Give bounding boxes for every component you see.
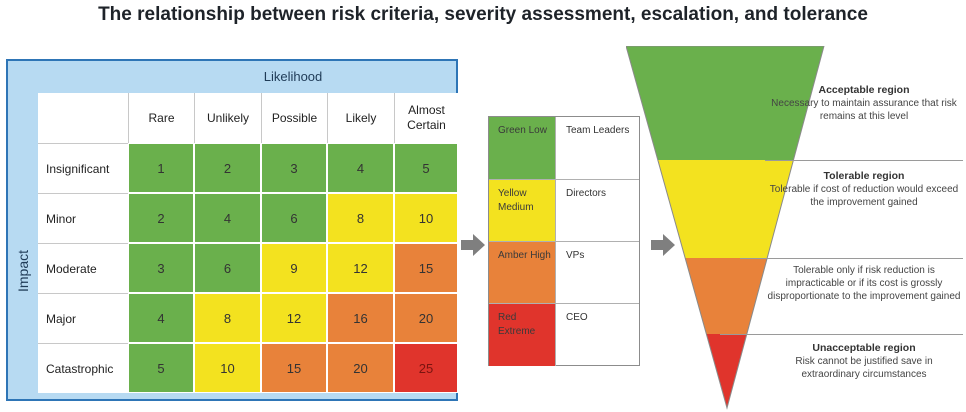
region-unacceptable: Unacceptable region Risk cannot be justi… xyxy=(766,342,962,381)
funnel-band-acceptable xyxy=(626,46,824,160)
region-title: Unacceptable region xyxy=(812,342,916,354)
likelihood-column-header: Rare xyxy=(128,93,194,143)
impact-row-header: Moderate xyxy=(38,243,128,293)
region-tolerable: Tolerable region Tolerable if cost of re… xyxy=(766,170,962,209)
page-title: The relationship between risk criteria, … xyxy=(98,4,868,25)
escalation-role: VPs xyxy=(555,242,639,304)
escalation-role: Team Leaders xyxy=(555,117,639,179)
escalation-row: Amber High VPs xyxy=(489,241,639,304)
risk-score-cell: 4 xyxy=(327,143,394,193)
risk-score-cell: 15 xyxy=(261,343,327,393)
region-title: Acceptable region xyxy=(818,84,910,96)
risk-score-cell: 6 xyxy=(261,193,327,243)
impact-row-header: Major xyxy=(38,293,128,343)
escalation-level: Yellow Medium xyxy=(489,180,555,242)
risk-matrix: Likelihood Impact Rare Unlikely Possible Li… xyxy=(6,59,458,401)
risk-score-cell: 10 xyxy=(194,343,261,393)
escalation-role: CEO xyxy=(555,304,639,366)
likelihood-label: Likelihood xyxy=(263,69,323,84)
region-divider xyxy=(765,160,963,161)
risk-score-cell: 5 xyxy=(394,143,458,193)
risk-score-cell: 4 xyxy=(194,193,261,243)
risk-score-cell: 12 xyxy=(261,293,327,343)
arrow-right-icon xyxy=(651,234,675,256)
impact-row-header: Minor xyxy=(38,193,128,243)
risk-score-cell: 3 xyxy=(261,143,327,193)
region-divider xyxy=(720,334,963,335)
likelihood-column-header: Likely xyxy=(327,93,394,143)
likelihood-column-header: Unlikely xyxy=(194,93,261,143)
risk-score-cell: 10 xyxy=(394,193,458,243)
risk-score-cell: 9 xyxy=(261,243,327,293)
risk-score-cell: 16 xyxy=(327,293,394,343)
risk-score-cell: 2 xyxy=(128,193,194,243)
region-divider xyxy=(740,258,963,259)
risk-score-cell: 4 xyxy=(128,293,194,343)
escalation-row: Green Low Team Leaders xyxy=(489,117,639,179)
risk-score-cell: 1 xyxy=(128,143,194,193)
risk-score-cell: 20 xyxy=(327,343,394,393)
escalation-role: Directors xyxy=(555,180,639,242)
impact-label-wrap: Impact xyxy=(8,143,38,399)
region-text: Risk cannot be justified save in extraor… xyxy=(795,356,933,380)
risk-score-cell: 3 xyxy=(128,243,194,293)
region-text: Necessary to maintain assurance that ris… xyxy=(771,98,957,122)
escalation-level: Amber High xyxy=(489,242,555,304)
impact-row-header: Insignificant xyxy=(38,143,128,193)
risk-score-cell: 15 xyxy=(394,243,458,293)
escalation-level: Red Extreme xyxy=(489,304,555,366)
region-acceptable: Acceptable region Necessary to maintain … xyxy=(766,84,962,123)
region-text: Tolerable if cost of reduction would exc… xyxy=(769,184,959,208)
risk-score-cell: 25 xyxy=(394,343,458,393)
arrow-right-icon xyxy=(461,234,485,256)
impact-label: Impact xyxy=(15,249,32,293)
matrix-grid: Rare Unlikely Possible Likely Almost Certain… xyxy=(38,93,458,393)
likelihood-column-header: Possible xyxy=(261,93,327,143)
escalation-table: Green Low Team Leaders Yellow Medium Direct… xyxy=(488,116,640,366)
risk-score-cell: 5 xyxy=(128,343,194,393)
impact-row-header: Catastrophic xyxy=(38,343,128,393)
risk-score-cell: 20 xyxy=(394,293,458,343)
escalation-row: Red Extreme CEO xyxy=(489,303,639,366)
likelihood-column-header: Almost Certain xyxy=(394,93,458,143)
region-tolerable-high: Tolerable only if risk reduction is impr… xyxy=(766,264,962,303)
risk-score-cell: 8 xyxy=(327,193,394,243)
risk-score-cell: 12 xyxy=(327,243,394,293)
risk-score-cell: 6 xyxy=(194,243,261,293)
tolerance-funnel xyxy=(626,46,825,410)
escalation-level: Green Low xyxy=(489,117,555,179)
risk-score-cell: 2 xyxy=(194,143,261,193)
region-text: Tolerable only if risk reduction is impr… xyxy=(767,265,961,302)
risk-score-cell: 8 xyxy=(194,293,261,343)
escalation-row: Yellow Medium Directors xyxy=(489,179,639,242)
region-title: Tolerable region xyxy=(823,170,905,182)
matrix-corner xyxy=(38,93,128,143)
